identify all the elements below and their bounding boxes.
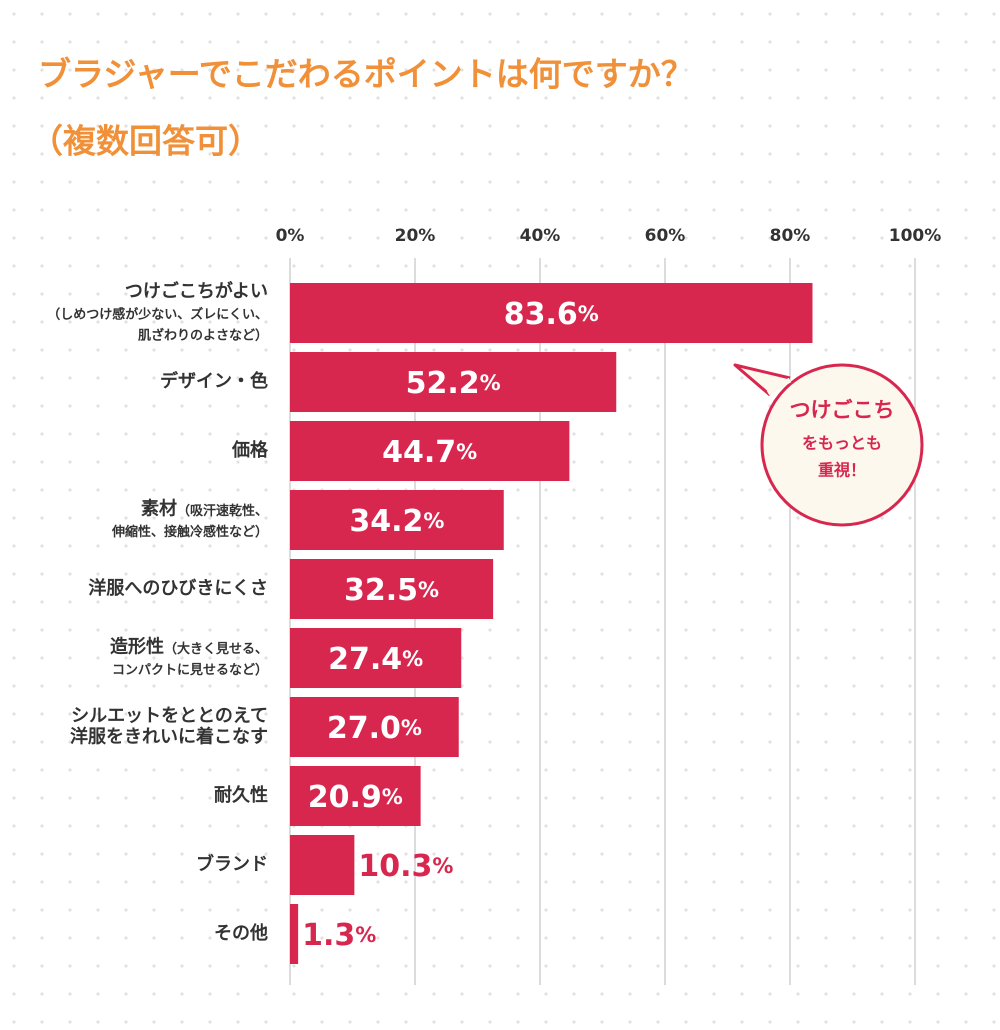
value-label: 52.2% [406, 366, 501, 401]
bar [290, 559, 494, 619]
category-label: ブランド [196, 853, 268, 875]
x-tick-label: 20% [395, 226, 436, 246]
category-label: 素材 [141, 498, 177, 520]
bar [290, 421, 570, 481]
callout-joint [766, 377, 792, 396]
bar [290, 490, 504, 550]
bar [290, 697, 459, 757]
category-note: 肌ざわりのよさなど） [138, 328, 268, 344]
value-unit: % [456, 440, 477, 464]
bar [290, 352, 617, 412]
category-note: （しめつけ感が少ない、ズレにくい、 [47, 307, 268, 323]
value-unit: % [423, 509, 444, 533]
value-unit: % [382, 785, 403, 809]
category-label: 洋服へのひびきにくさ [88, 577, 268, 599]
callout-text: をもっとも [802, 434, 882, 453]
value-number: 10.3 [358, 849, 432, 884]
value-label: 44.7% [382, 435, 477, 470]
value-label: 27.4% [328, 642, 423, 677]
bar [290, 835, 355, 895]
value-unit: % [418, 578, 439, 602]
value-label: 83.6% [504, 297, 599, 332]
category-label: シルエットをととのえて [71, 706, 268, 727]
value-unit: % [355, 923, 376, 947]
value-unit: % [480, 371, 501, 395]
value-number: 44.7 [382, 435, 456, 470]
x-tick-label: 60% [645, 226, 686, 246]
callout-circle [760, 363, 924, 527]
category-label: デザイン・色 [160, 370, 268, 392]
value-label: 10.3% [358, 849, 453, 884]
bar [290, 766, 421, 826]
x-tick-label: 80% [770, 226, 811, 246]
value-number: 20.9 [308, 780, 382, 815]
value-label: 1.3% [302, 918, 376, 953]
category-label: 造形性 [110, 636, 164, 658]
x-tick-label: 40% [520, 226, 561, 246]
callout-text: つけごこち [790, 398, 895, 422]
value-number: 27.4 [328, 642, 402, 677]
value-number: 34.2 [349, 504, 423, 539]
value-unit: % [401, 716, 422, 740]
value-number: 32.5 [344, 573, 418, 608]
bar [290, 904, 299, 964]
category-label: 洋服をきれいに着こなす [70, 726, 268, 748]
value-label: 27.0% [327, 711, 422, 746]
x-tick-label: 0% [276, 226, 305, 246]
x-tick-label: 100% [889, 226, 942, 246]
category-note: （大きく見せる、 [164, 641, 268, 657]
value-number: 83.6 [504, 297, 578, 332]
value-number: 27.0 [327, 711, 401, 746]
value-number: 1.3 [302, 918, 355, 953]
category-label: 耐久性 [214, 784, 268, 806]
callout [733, 363, 924, 527]
value-number: 52.2 [406, 366, 480, 401]
value-unit: % [432, 854, 453, 878]
category-note: 伸縮性、接触冷感性など） [111, 524, 268, 540]
chart-title: ブラジャーでこだわるポイントは何ですか？ [38, 55, 694, 94]
category-label: その他 [214, 922, 268, 944]
bar [290, 628, 462, 688]
callout-text: 重視！ [818, 461, 866, 480]
bar [290, 283, 813, 343]
chart-subtitle: （複数回答可） [30, 122, 261, 161]
category-label: つけごこちがよい [125, 280, 268, 302]
value-label: 20.9% [308, 780, 403, 815]
value-label: 34.2% [349, 504, 444, 539]
value-label: 32.5% [344, 573, 439, 608]
value-unit: % [402, 647, 423, 671]
category-label: 価格 [231, 439, 269, 461]
category-note: （吸汗速乾性、 [177, 503, 268, 519]
category-note: コンパクトに見せるなど） [112, 662, 268, 678]
value-unit: % [578, 302, 599, 326]
